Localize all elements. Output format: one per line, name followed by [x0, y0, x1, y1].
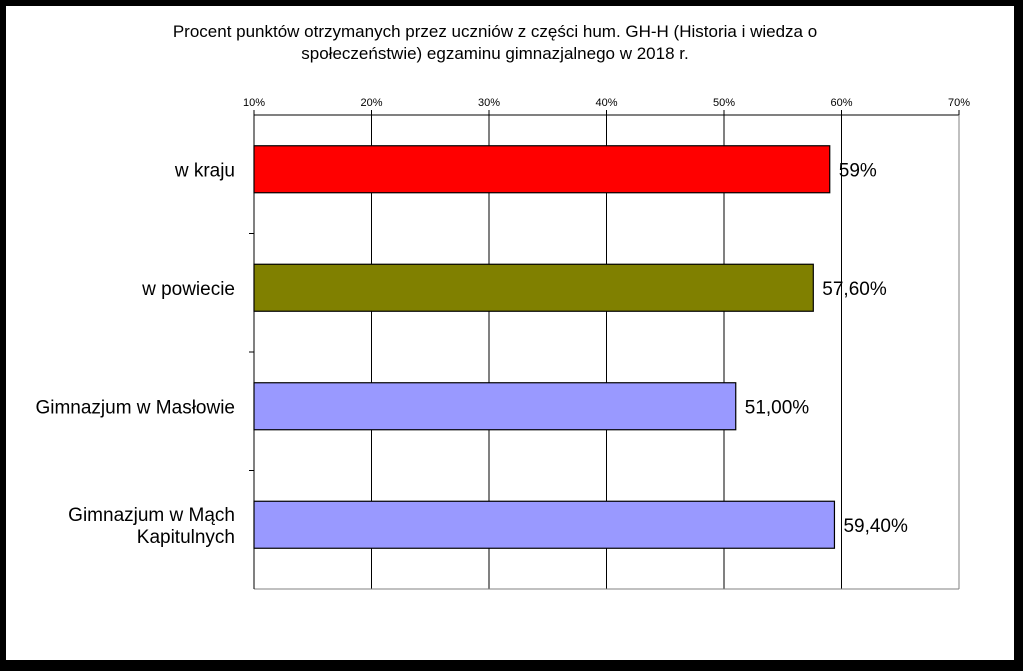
category-label: Kapitulnych	[137, 527, 235, 548]
data-label: 59,40%	[843, 516, 908, 537]
category-label: w powiecie	[141, 279, 235, 300]
category-label: Gimnazjum w Masłowie	[35, 397, 235, 418]
chart-title-line: społeczeństwie) egzaminu gimnazjalnego w…	[301, 44, 688, 63]
x-tick-label: 50%	[713, 97, 735, 109]
chart-frame: Procent punktów otrzymanych przez ucznió…	[6, 6, 1014, 660]
data-label: 57,60%	[822, 279, 887, 300]
x-tick-label: 20%	[360, 97, 382, 109]
bar-chart: Procent punktów otrzymanych przez ucznió…	[35, 22, 970, 590]
x-tick-label: 10%	[243, 97, 265, 109]
bar	[253, 263, 814, 312]
bar	[253, 145, 831, 194]
x-tick-label: 60%	[830, 97, 852, 109]
x-tick-label: 30%	[478, 97, 500, 109]
x-tick-label: 40%	[595, 97, 617, 109]
data-label: 59%	[839, 160, 877, 181]
x-tick-label: 70%	[948, 97, 970, 109]
data-label: 51,00%	[745, 397, 810, 418]
bar	[253, 500, 836, 549]
category-label: Gimnazjum w Mąch	[68, 505, 235, 526]
category-label: w kraju	[174, 160, 235, 181]
chart-title-line: Procent punktów otrzymanych przez ucznió…	[173, 22, 817, 41]
bar	[253, 382, 737, 431]
